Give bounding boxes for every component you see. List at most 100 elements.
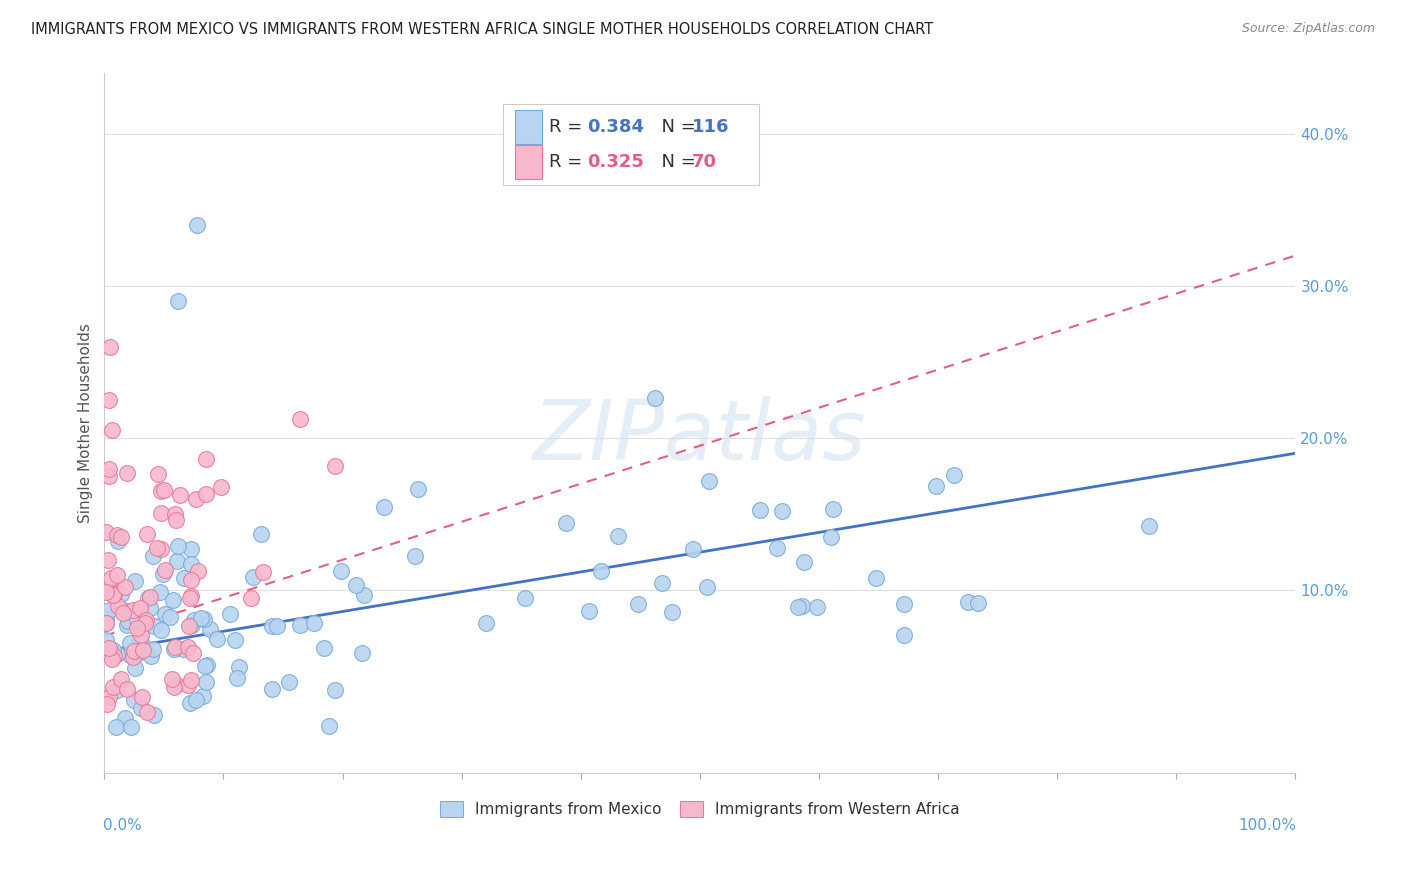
- Point: [180, 618, 202, 632]
- Point: [149, 585, 172, 599]
- Point: [260, 681, 283, 696]
- Point: [787, 599, 810, 614]
- Point: [115, 618, 138, 632]
- Point: [661, 605, 683, 619]
- Point: [177, 640, 200, 654]
- Point: [136, 527, 159, 541]
- Point: [166, 554, 188, 568]
- Point: [120, 720, 142, 734]
- Point: [159, 610, 181, 624]
- Point: [142, 549, 165, 563]
- Point: [143, 619, 166, 633]
- Point: [644, 391, 666, 405]
- Point: [100, 585, 122, 599]
- Point: [124, 574, 146, 588]
- Point: [103, 643, 125, 657]
- Point: [153, 483, 176, 498]
- Point: [114, 711, 136, 725]
- Point: [515, 591, 537, 605]
- Point: [107, 599, 129, 613]
- Text: ZIPatlas: ZIPatlas: [533, 396, 866, 477]
- Point: [607, 529, 630, 543]
- Point: [110, 587, 132, 601]
- Point: [105, 647, 128, 661]
- Point: [179, 591, 201, 605]
- Point: [821, 502, 844, 516]
- Point: [107, 568, 129, 582]
- Point: [967, 597, 990, 611]
- Point: [865, 571, 887, 585]
- Point: [143, 708, 166, 723]
- Point: [218, 607, 240, 622]
- Point: [249, 526, 271, 541]
- Point: [121, 650, 143, 665]
- Point: [195, 487, 218, 501]
- Point: [190, 611, 212, 625]
- Point: [770, 504, 793, 518]
- Point: [117, 614, 139, 628]
- Point: [194, 658, 217, 673]
- Point: [100, 571, 122, 585]
- Point: [139, 600, 162, 615]
- Point: [127, 646, 149, 660]
- Point: [792, 599, 814, 614]
- Point: [105, 720, 128, 734]
- Point: [1137, 518, 1160, 533]
- Point: [98, 690, 121, 705]
- Text: 116: 116: [692, 118, 730, 136]
- Point: [122, 603, 145, 617]
- Point: [179, 590, 201, 604]
- Point: [97, 461, 120, 475]
- Point: [146, 467, 169, 482]
- Text: N =: N =: [650, 118, 702, 136]
- FancyBboxPatch shape: [516, 145, 541, 178]
- Point: [589, 564, 612, 578]
- Point: [136, 591, 159, 606]
- Point: [194, 675, 217, 690]
- Point: [110, 673, 132, 687]
- Point: [893, 597, 915, 611]
- Point: [956, 595, 979, 609]
- Point: [98, 640, 121, 655]
- Point: [184, 693, 207, 707]
- FancyBboxPatch shape: [516, 110, 541, 144]
- Point: [943, 467, 966, 482]
- Point: [98, 603, 121, 617]
- Point: [97, 553, 120, 567]
- Point: [96, 698, 118, 712]
- Point: [288, 618, 311, 632]
- Point: [180, 542, 202, 557]
- Point: [101, 651, 124, 665]
- Point: [193, 689, 215, 703]
- Point: [177, 619, 200, 633]
- Point: [626, 597, 648, 611]
- Point: [94, 615, 117, 630]
- Point: [105, 683, 128, 698]
- Point: [163, 642, 186, 657]
- Point: [277, 674, 299, 689]
- Point: [163, 680, 186, 694]
- Point: [180, 557, 202, 571]
- Point: [94, 632, 117, 647]
- Point: [129, 634, 152, 648]
- Point: [187, 565, 209, 579]
- Text: N =: N =: [650, 153, 702, 171]
- Point: [98, 340, 121, 354]
- Point: [195, 657, 218, 672]
- Point: [194, 451, 217, 466]
- Point: [304, 615, 326, 630]
- Point: [101, 680, 124, 694]
- Text: R =: R =: [548, 118, 588, 136]
- Point: [107, 534, 129, 549]
- Point: [101, 588, 124, 602]
- Point: [173, 571, 195, 585]
- Legend: Immigrants from Mexico, Immigrants from Western Africa: Immigrants from Mexico, Immigrants from …: [433, 793, 967, 824]
- Point: [166, 294, 188, 309]
- Text: 0.384: 0.384: [586, 118, 644, 136]
- Point: [115, 682, 138, 697]
- Point: [124, 661, 146, 675]
- Point: [198, 623, 221, 637]
- Point: [128, 631, 150, 645]
- Point: [806, 600, 828, 615]
- Point: [893, 628, 915, 642]
